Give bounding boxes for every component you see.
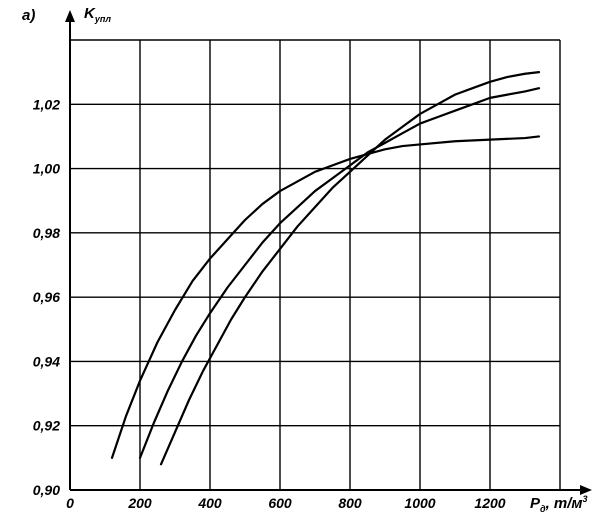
x-tick-label: 200 xyxy=(127,495,152,511)
y-tick-label: 1,02 xyxy=(33,96,60,112)
x-tick-label: 400 xyxy=(197,495,222,511)
x-axis-label: Pд, т/м3 xyxy=(530,494,588,514)
x-tick-label: 800 xyxy=(338,495,362,511)
x-tick-label: 1200 xyxy=(474,495,505,511)
y-tick-label: 0,92 xyxy=(33,418,60,434)
x-tick-label: 1000 xyxy=(404,495,435,511)
panel-label: a) xyxy=(22,7,35,24)
x-tick-label: 600 xyxy=(268,495,292,511)
y-tick-label: 0,90 xyxy=(33,482,60,498)
y-tick-label: 0,94 xyxy=(33,353,60,369)
y-tick-label: 0,96 xyxy=(33,289,60,305)
line-chart: 0,90 0,92 0,94 0,96 0,98 1,00 1,02 0 200 400 600 80… xyxy=(0,0,602,524)
y-tick-label: 1,00 xyxy=(33,161,60,177)
x-tick-label: 0 xyxy=(66,495,74,511)
chart-bg xyxy=(0,0,602,524)
y-tick-label: 0,98 xyxy=(33,225,60,241)
